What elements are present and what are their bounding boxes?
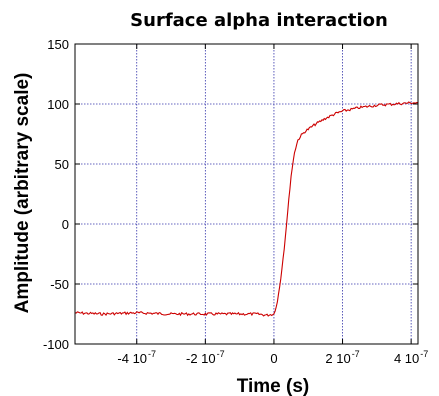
x-tick-label: -2 10-7 xyxy=(186,349,225,366)
series-line xyxy=(74,101,419,317)
x-tick-mantissa: 4 10 xyxy=(394,351,419,366)
x-tick-label: 2 10-7 xyxy=(325,349,359,366)
x-tick-label: 4 10-7 xyxy=(394,349,428,366)
x-axis-label: Time (s) xyxy=(237,376,310,396)
x-tick-exponent: -7 xyxy=(148,349,156,359)
y-axis-label: Amplitude (arbitrary scale) xyxy=(12,73,33,314)
y-tick-label: -100 xyxy=(43,337,69,352)
x-tick-label: -4 10-7 xyxy=(117,349,156,366)
x-tick-exponent: -7 xyxy=(352,349,360,359)
x-tick-exponent: -7 xyxy=(217,349,225,359)
y-tick-label: 0 xyxy=(62,217,69,232)
x-tick-mantissa: 0 xyxy=(270,351,277,366)
x-tick-label: 0 xyxy=(270,351,277,366)
x-tick-mantissa: 2 10 xyxy=(325,351,350,366)
grid xyxy=(75,43,418,345)
chart-title: Surface alpha interaction xyxy=(130,10,388,31)
y-tick-label: 150 xyxy=(47,37,69,52)
x-tick-exponent: -7 xyxy=(420,349,428,359)
x-tick-labels: -4 10-7 -2 10-7 0 2 10-7 4 10-7 xyxy=(117,349,428,366)
plot-frame xyxy=(74,43,419,345)
y-tick-label: 100 xyxy=(47,97,69,112)
x-tick-mantissa: -4 10 xyxy=(117,351,147,366)
y-tick-label: -50 xyxy=(50,277,69,292)
x-tick-mantissa: -2 10 xyxy=(186,351,216,366)
y-tick-label: 50 xyxy=(55,157,69,172)
y-tick-labels: -100 -50 0 50 100 150 xyxy=(43,37,69,352)
